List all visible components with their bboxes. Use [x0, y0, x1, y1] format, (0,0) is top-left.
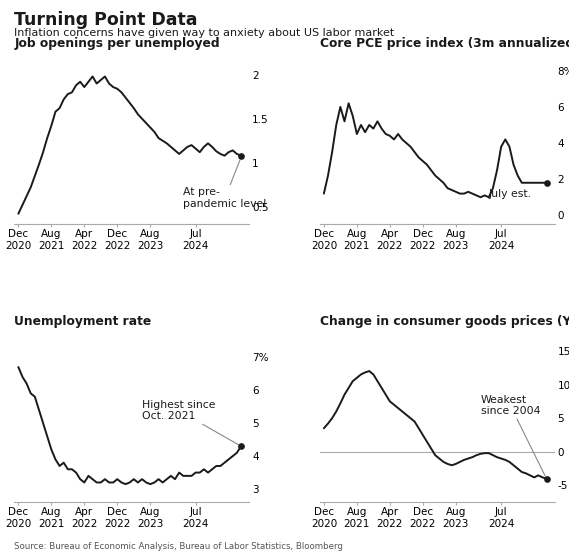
Text: Core PCE price index (3m annualized): Core PCE price index (3m annualized) [320, 37, 569, 50]
Text: July est.: July est. [489, 189, 532, 199]
Text: Highest since
Oct. 2021: Highest since Oct. 2021 [142, 400, 238, 445]
Text: Job openings per unemployed: Job openings per unemployed [14, 37, 220, 50]
Text: Inflation concerns have given way to anxiety about US labor market: Inflation concerns have given way to anx… [14, 28, 394, 38]
Text: Unemployment rate: Unemployment rate [14, 315, 151, 328]
Text: Change in consumer goods prices (YoY): Change in consumer goods prices (YoY) [320, 315, 569, 328]
Text: Source: Bureau of Economic Analysis, Bureau of Labor Statistics, Bloomberg: Source: Bureau of Economic Analysis, Bur… [14, 542, 343, 551]
Text: Weakest
since 2004: Weakest since 2004 [481, 395, 545, 476]
Text: Turning Point Data: Turning Point Data [14, 11, 197, 29]
Text: At pre-
pandemic level: At pre- pandemic level [183, 160, 266, 209]
